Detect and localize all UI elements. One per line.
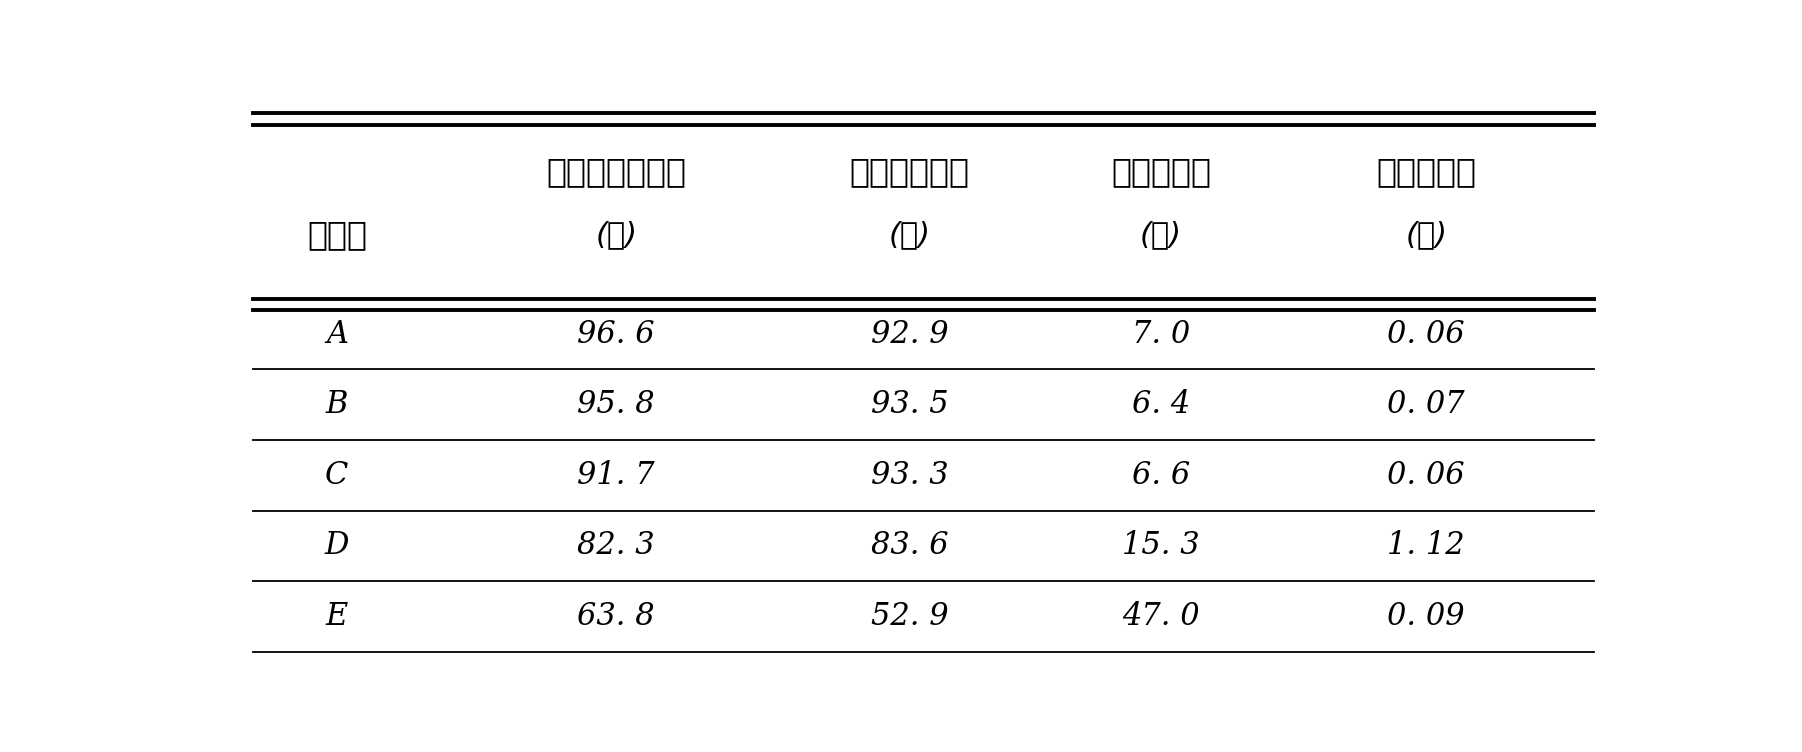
Text: D: D <box>324 530 350 562</box>
Text: 1. 12: 1. 12 <box>1388 530 1465 562</box>
Text: 0. 06: 0. 06 <box>1388 319 1465 350</box>
Text: (％): (％) <box>595 220 638 250</box>
Text: 0. 07: 0. 07 <box>1388 389 1465 420</box>
Text: (％): (％) <box>888 220 930 250</box>
Text: 47. 0: 47. 0 <box>1123 601 1200 632</box>
Text: 91. 7: 91. 7 <box>577 459 656 491</box>
Text: 6. 6: 6. 6 <box>1132 459 1189 491</box>
Text: (％): (％) <box>1141 220 1182 250</box>
Text: 7. 0: 7. 0 <box>1132 319 1189 350</box>
Text: B: B <box>326 389 348 420</box>
Text: 92. 9: 92. 9 <box>870 319 948 350</box>
Text: 0. 09: 0. 09 <box>1388 601 1465 632</box>
Text: 82. 3: 82. 3 <box>577 530 656 562</box>
Text: 93. 3: 93. 3 <box>870 459 948 491</box>
Text: 15. 3: 15. 3 <box>1123 530 1200 562</box>
Text: C: C <box>326 459 348 491</box>
Text: E: E <box>326 601 348 632</box>
Text: 6. 4: 6. 4 <box>1132 389 1189 420</box>
Text: 93. 5: 93. 5 <box>870 389 948 420</box>
Text: 95. 8: 95. 8 <box>577 389 656 420</box>
Text: A: A <box>326 319 348 350</box>
Text: 甲醇选择性: 甲醇选择性 <box>1112 155 1211 188</box>
Text: 83. 6: 83. 6 <box>870 530 948 562</box>
Text: 52. 9: 52. 9 <box>870 601 948 632</box>
Text: 二甲醚选择性: 二甲醚选择性 <box>849 155 969 188</box>
Text: 傅化剂: 傅化剂 <box>306 219 368 251</box>
Text: (％): (％) <box>1406 220 1447 250</box>
Text: 63. 8: 63. 8 <box>577 601 656 632</box>
Text: 0. 06: 0. 06 <box>1388 459 1465 491</box>
Text: 一氧化碳转化率: 一氧化碳转化率 <box>546 155 687 188</box>
Text: 烃类选择性: 烃类选择性 <box>1377 155 1476 188</box>
Text: 96. 6: 96. 6 <box>577 319 656 350</box>
